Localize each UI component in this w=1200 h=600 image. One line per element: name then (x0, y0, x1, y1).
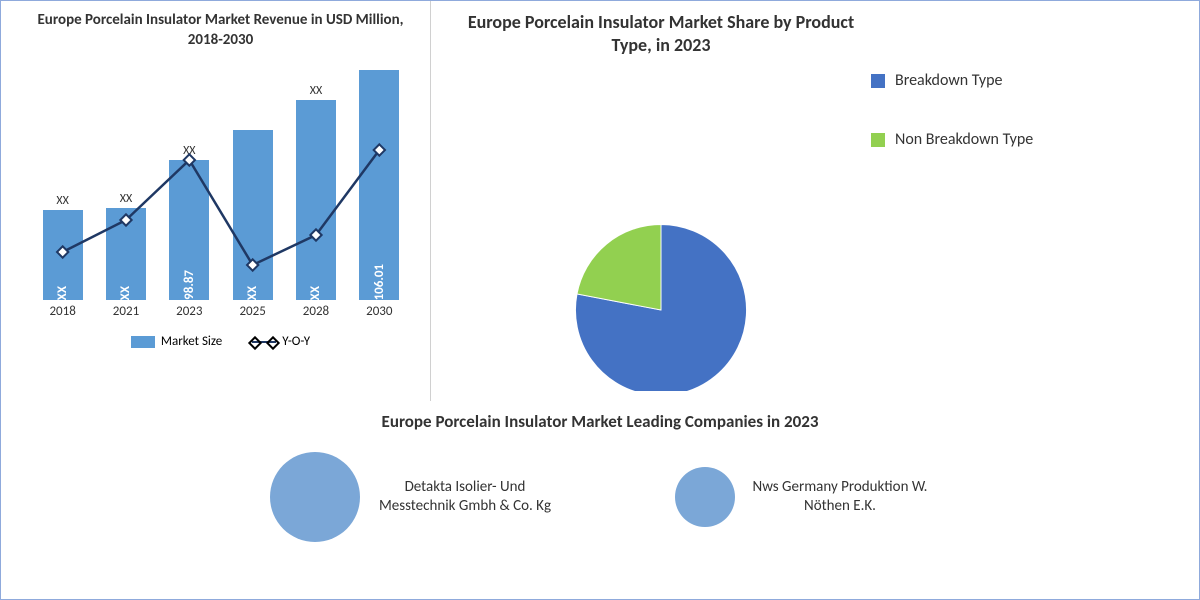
pie-chart-title: Europe Porcelain Insulator Market Share … (451, 11, 871, 201)
pie-legend-item: Breakdown Type (871, 71, 1033, 90)
bar-group: XX XX (292, 84, 340, 300)
company-item: Nws Germany Produktion W. Nöthen E.K. (675, 452, 930, 542)
pie-legend-label: Non Breakdown Type (895, 130, 1033, 149)
pie-legend-swatch (871, 74, 885, 88)
company-bubble-icon (675, 467, 735, 527)
x-axis-label: 2023 (165, 304, 213, 319)
company-item: Detakta Isolier- Und Messtechnik Gmbh & … (270, 452, 555, 542)
bar: 98.87 (169, 160, 209, 300)
pie-legend-item: Non Breakdown Type (871, 130, 1033, 149)
companies-row: Detakta Isolier- Und Messtechnik Gmbh & … (21, 452, 1179, 542)
pie-chart-legend: Breakdown Type Non Breakdown Type (871, 11, 1033, 391)
pie-legend-swatch (871, 133, 885, 147)
x-axis-label: 2025 (229, 304, 277, 319)
pie-chart-panel: Europe Porcelain Insulator Market Share … (431, 1, 1199, 401)
pie-legend-label: Breakdown Type (895, 71, 1002, 90)
bar-group: XX XX (39, 194, 87, 300)
company-name-label: Detakta Isolier- Und Messtechnik Gmbh & … (375, 478, 555, 517)
bar-value-label: 106.01 (372, 259, 387, 300)
bar-top-label: XX (120, 192, 132, 206)
companies-section: Europe Porcelain Insulator Market Leadin… (1, 401, 1199, 552)
x-axis-label: 2028 (292, 304, 340, 319)
bar: XX (233, 130, 273, 300)
legend-line-swatch (252, 341, 276, 343)
bar-value-label: XX (55, 281, 70, 300)
bar-chart-title: Europe Porcelain Insulator Market Revenu… (21, 11, 420, 50)
bar: 106.01 (359, 70, 399, 300)
company-bubble-icon (270, 452, 360, 542)
bar: XX (106, 208, 146, 300)
bar: XX (43, 210, 83, 300)
legend-yoy: Y-O-Y (252, 334, 310, 349)
bar-value-label: XX (245, 281, 260, 300)
bar-top-label: XX (310, 84, 322, 98)
x-axis-label: 2030 (355, 304, 403, 319)
bar-line-chart-panel: Europe Porcelain Insulator Market Revenu… (1, 1, 431, 401)
bar-chart-legend: Market Size Y-O-Y (21, 334, 420, 349)
bar-value-label: 98.87 (182, 265, 197, 300)
x-axis-label: 2018 (39, 304, 87, 319)
bar-top-label: XX (56, 194, 68, 208)
bar-value-label: XX (118, 281, 133, 300)
legend-market-size: Market Size (131, 334, 222, 349)
x-axis-label: 2021 (102, 304, 150, 319)
bar-group: XX 98.87 (165, 144, 213, 300)
legend-yoy-label: Y-O-Y (282, 334, 310, 349)
bar-value-label: XX (308, 281, 323, 300)
bar-group: XX (229, 114, 277, 300)
companies-title: Europe Porcelain Insulator Market Leadin… (21, 411, 1179, 432)
bar: XX (296, 100, 336, 300)
legend-bar-swatch (131, 336, 155, 348)
top-row: Europe Porcelain Insulator Market Revenu… (1, 1, 1199, 401)
bar-top-label: XX (183, 144, 195, 158)
bar-group: 106.01 (355, 54, 403, 300)
legend-market-label: Market Size (161, 334, 222, 349)
company-name-label: Nws Germany Produktion W. Nöthen E.K. (750, 478, 930, 517)
pie-chart (481, 211, 841, 391)
bar-chart-plot-area: XX XX XX XX XX 98.87 XX XX XX 106.01 (31, 60, 411, 300)
bar-chart-x-axis: 2018 2021 2023 2025 2028 2030 (31, 304, 411, 319)
bar-group: XX XX (102, 192, 150, 300)
